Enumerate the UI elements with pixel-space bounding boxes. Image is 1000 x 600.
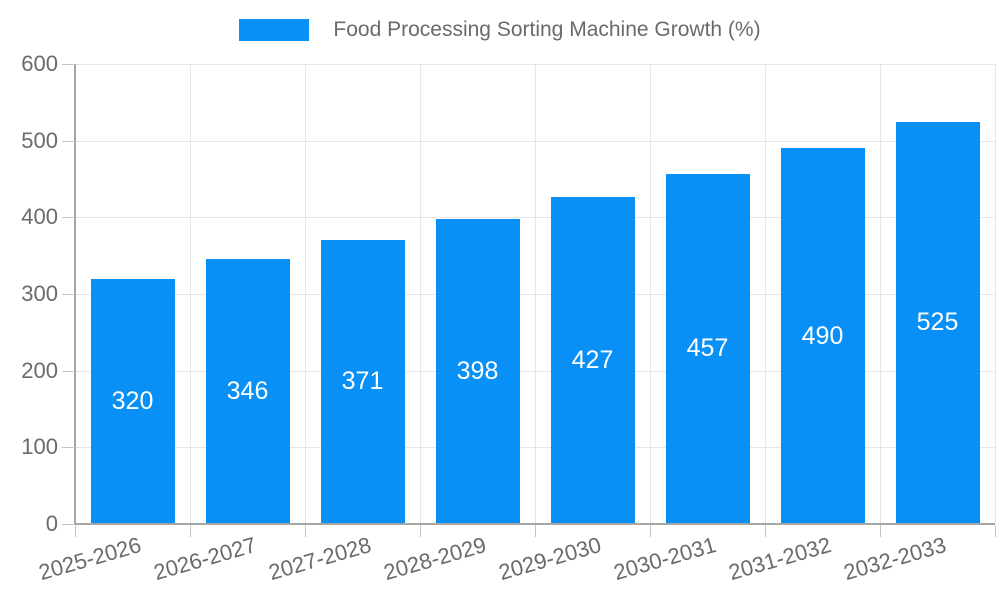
y-axis-tick-label: 400 — [21, 204, 58, 230]
y-axis-tick-label: 0 — [45, 511, 58, 536]
y-axis-tick-label: 100 — [21, 434, 58, 460]
bar[interactable]: 320 — [90, 278, 175, 524]
v-gridline — [995, 64, 996, 524]
plot-area: 320 346 371 398 427 457 490 525 — [75, 64, 996, 524]
bar-value-label: 371 — [341, 367, 384, 396]
y-axis-tick — [62, 217, 75, 219]
x-axis-tick — [535, 525, 536, 537]
bar[interactable]: 371 — [320, 239, 405, 524]
x-axis-line — [75, 523, 995, 525]
x-axis-tick — [650, 525, 651, 537]
v-gridline — [535, 64, 536, 524]
y-axis-tick — [62, 447, 75, 449]
bar[interactable]: 427 — [550, 196, 635, 524]
y-axis-tick — [62, 524, 75, 525]
y-axis-tick-label: 600 — [21, 51, 58, 76]
bar-value-label: 457 — [686, 334, 729, 363]
bar-value-label: 427 — [571, 345, 614, 374]
y-axis-tick-label: 200 — [21, 357, 58, 383]
v-gridline — [880, 64, 881, 524]
v-gridline — [765, 64, 766, 524]
legend-label: Food Processing Sorting Machine Growth (… — [333, 18, 761, 41]
y-axis-line — [74, 64, 76, 524]
x-axis-tick — [880, 525, 881, 537]
bar-value-label: 525 — [916, 308, 959, 337]
v-gridline — [420, 64, 421, 524]
y-axis-tick — [62, 64, 75, 65]
bar[interactable]: 346 — [205, 258, 290, 524]
bar[interactable]: 525 — [895, 121, 980, 524]
bar-value-label: 490 — [801, 321, 844, 350]
v-gridline — [650, 64, 651, 524]
x-axis-tick — [190, 525, 191, 537]
chart-legend: Food Processing Sorting Machine Growth (… — [0, 18, 1000, 42]
x-axis-tick — [75, 525, 76, 537]
y-axis-tick-label: 500 — [21, 127, 58, 153]
y-axis-tick — [62, 370, 75, 372]
x-axis-tick — [305, 525, 306, 537]
x-axis-tick — [765, 525, 766, 537]
x-axis-tick — [420, 525, 421, 537]
bar-value-label: 346 — [226, 376, 269, 405]
bar[interactable]: 457 — [665, 173, 750, 524]
bar-value-label: 320 — [111, 386, 154, 415]
x-axis-tick — [995, 525, 996, 537]
y-axis-tick — [62, 140, 75, 142]
bar-value-label: 398 — [456, 356, 499, 385]
v-gridline — [190, 64, 191, 524]
bar[interactable]: 490 — [780, 148, 865, 524]
bar[interactable]: 398 — [435, 218, 520, 524]
legend-swatch-icon — [239, 19, 310, 41]
v-gridline — [305, 64, 306, 524]
y-axis-tick-label: 300 — [21, 281, 58, 306]
y-axis-tick — [62, 294, 75, 295]
legend-item[interactable]: Food Processing Sorting Machine Growth (… — [239, 18, 761, 42]
